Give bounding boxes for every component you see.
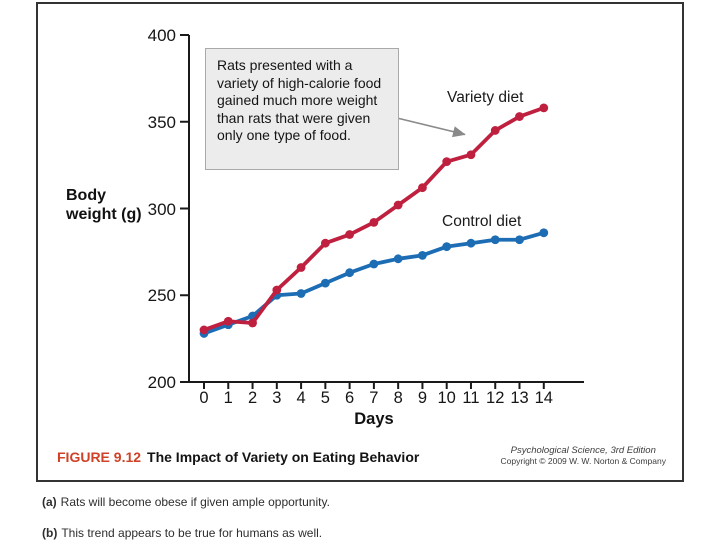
control-diet-point (418, 250, 427, 260)
variety-diet-point (199, 325, 209, 335)
y-tick-label: 300 (147, 199, 176, 219)
x-tick-label: 13 (510, 389, 529, 407)
y-tick-label: 400 (147, 26, 176, 45)
chart-axes (180, 34, 584, 389)
figure-panel: Body weight (g) Days Rats presented with… (36, 2, 684, 482)
caption-b: (b) This trend appears to be true for hum… (42, 526, 322, 540)
annotation-arrow (396, 117, 466, 138)
x-tick-label: 2 (247, 389, 258, 407)
variety-diet-point (272, 285, 282, 295)
figure-caption: FIGURE 9.12 The Impact of Variety on Eati… (57, 449, 419, 465)
source-copyright: Copyright © 2009 W. W. Norton & Company (500, 456, 666, 466)
control-diet-point (539, 228, 549, 238)
variety-diet-point (248, 318, 257, 328)
x-tick-label: 11 (462, 389, 480, 407)
y-tick-label: 250 (147, 286, 176, 306)
x-axis-title: Days (354, 410, 394, 428)
caption-b-text: This trend appears to be true for humans… (61, 526, 323, 540)
variety-diet-point (320, 238, 330, 248)
variety-diet-point (418, 183, 427, 193)
variety-diet-point (369, 217, 379, 227)
control-diet-point (466, 238, 476, 248)
variety-diet-point (296, 263, 306, 272)
control-diet-point (296, 289, 306, 298)
x-tick-label: 7 (369, 389, 379, 407)
caption-a: (a) Rats will become obese if given ample… (42, 495, 330, 509)
x-tick-label: 4 (296, 389, 306, 407)
y-axis-title: Body weight (g) (66, 187, 142, 223)
x-tick-label: 6 (345, 389, 355, 407)
control-diet-point (442, 242, 452, 252)
source-book-title: Psychological Science, 3rd Edition (510, 445, 656, 456)
control-diet-point (320, 278, 330, 288)
x-tick-label: 10 (437, 389, 456, 407)
control-diet-point (345, 268, 355, 278)
x-tick-label: 3 (272, 389, 282, 407)
variety-diet-point (539, 103, 549, 113)
caption-a-text: Rats will become obese if given ample op… (60, 495, 330, 509)
variety-diet-point (515, 112, 524, 121)
control-diet-point (515, 235, 524, 245)
chart-series (199, 103, 549, 338)
y-tick-label: 200 (147, 373, 176, 392)
caption-b-label: (b) (42, 526, 58, 540)
variety-diet-point (442, 157, 452, 167)
x-tick-label: 8 (393, 389, 403, 407)
variety-diet-point (393, 200, 403, 210)
x-tick-label: 12 (486, 389, 505, 407)
control-diet-label: Control diet (442, 213, 522, 230)
x-tick-label: 14 (534, 389, 553, 407)
variety-diet-point (466, 150, 476, 160)
line-chart (180, 34, 584, 389)
figure-number-label: FIGURE 9.12 (57, 449, 142, 465)
y-tick-label: 350 (147, 112, 176, 132)
x-tick-label: 1 (223, 389, 233, 407)
variety-diet-point (223, 316, 233, 326)
x-tick-label: 9 (417, 389, 428, 407)
control-diet-point (393, 254, 403, 264)
control-diet-point (490, 235, 500, 245)
variety-diet-point (490, 126, 500, 135)
source-attribution: Psychological Science, 3rd Edition Copyr… (501, 445, 666, 466)
variety-diet-label: Variety diet (447, 89, 524, 106)
annotation-callout: Rats presented with a variety of high-ca… (205, 48, 399, 170)
figure-title: The Impact of Variety on Eating Behavior (147, 449, 420, 465)
x-tick-label: 5 (320, 389, 330, 407)
x-tick-label: 0 (199, 389, 209, 407)
control-diet-point (369, 259, 379, 269)
caption-a-label: (a) (42, 495, 57, 509)
variety-diet-point (345, 230, 355, 239)
